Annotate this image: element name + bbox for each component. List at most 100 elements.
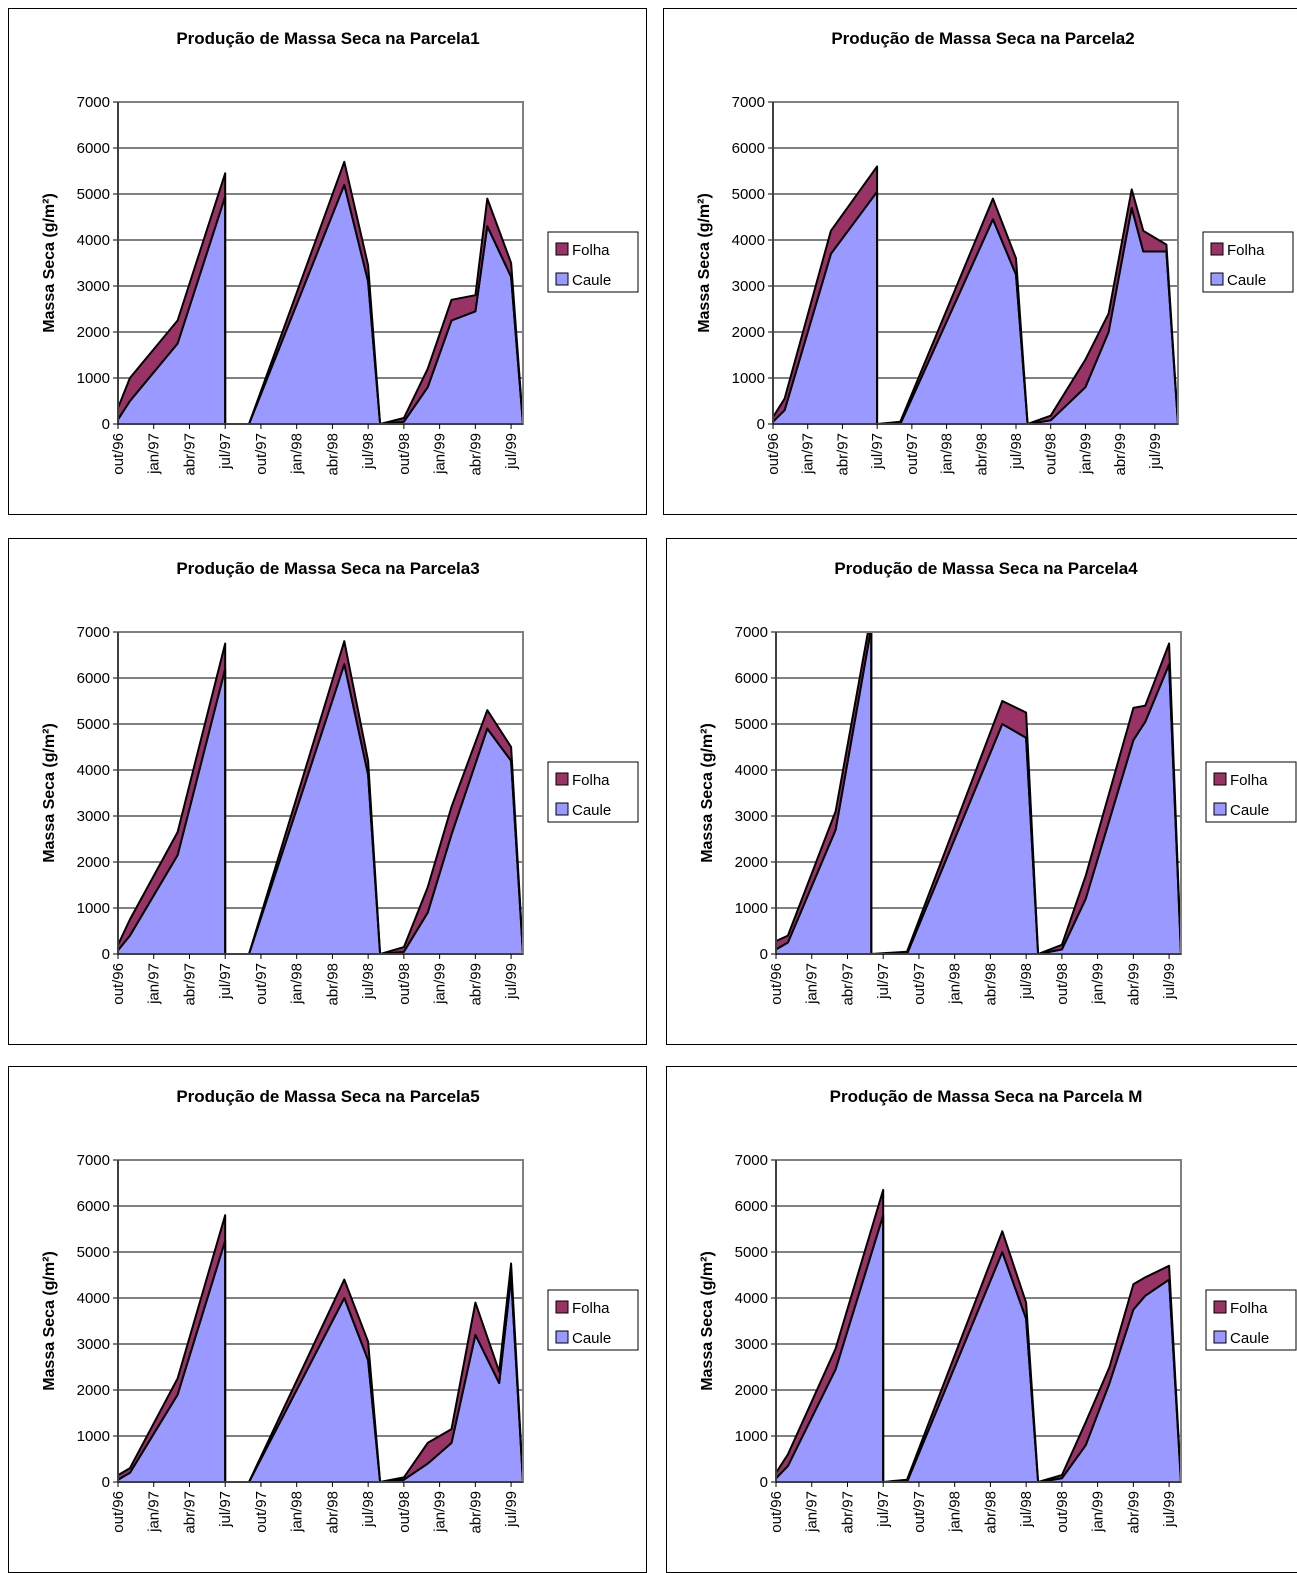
x-tick-label: abr/97 (839, 1491, 856, 1534)
legend-label: Folha (1230, 1300, 1268, 1317)
y-tick-label: 6000 (77, 670, 110, 687)
x-tick-label: jul/97 (875, 963, 892, 1000)
x-tick-label: jan/97 (804, 963, 821, 1005)
y-tick-label: 3000 (732, 278, 765, 295)
x-tick-label: out/96 (768, 1491, 785, 1533)
y-tick-label: 3000 (735, 1336, 768, 1353)
y-tick-label: 5000 (732, 186, 765, 203)
x-tick-label: out/96 (110, 963, 127, 1005)
x-tick-label: jan/97 (146, 433, 163, 475)
y-tick-label: 4000 (77, 1290, 110, 1307)
chart-panel: Produção de Massa Seca na Parcela M Massa… (666, 1066, 1297, 1573)
legend: Folha Caule (1205, 1289, 1297, 1351)
y-tick-label: 2000 (735, 1382, 768, 1399)
y-axis-label: Massa Seca (g/m²) (41, 193, 58, 333)
chart-title: Produção de Massa Seca na Parcela M (830, 1087, 1143, 1106)
y-tick-label: 3000 (77, 808, 110, 825)
x-tick-label: jan/98 (289, 433, 306, 475)
x-tick-label: out/96 (110, 433, 127, 475)
x-tick-label: jul/97 (217, 963, 234, 1000)
areas (776, 1188, 1181, 1482)
x-tick-label: jul/97 (869, 433, 886, 470)
x-tick-label: jul/98 (360, 1491, 377, 1528)
legend-label: Caule (1230, 802, 1269, 819)
y-tick-label: 2000 (77, 1382, 110, 1399)
y-tick-label: 0 (757, 416, 765, 433)
legend-swatch (1213, 1300, 1227, 1314)
x-tick-label: jan/97 (146, 963, 163, 1005)
legend-label: Caule (572, 1330, 611, 1347)
x-tick-label: abr/99 (1125, 1491, 1142, 1534)
chart-title: Produção de Massa Seca na Parcela2 (831, 29, 1134, 48)
legend-label: Folha (1230, 772, 1268, 789)
chart-panel: Produção de Massa Seca na Parcela3 Massa … (8, 538, 647, 1045)
y-tick-label: 2000 (732, 324, 765, 341)
x-tick-label: jan/97 (146, 1491, 163, 1533)
y-tick-label: 7000 (735, 624, 768, 641)
area (118, 1239, 523, 1482)
x-tick-label: abr/97 (181, 433, 198, 476)
legend-label: Caule (572, 802, 611, 819)
area (118, 640, 523, 954)
x-tick-label: jul/97 (875, 1491, 892, 1528)
legend-swatch (1213, 1330, 1227, 1344)
x-tick-label: jan/97 (800, 433, 817, 475)
x-tick-label: abr/98 (982, 963, 999, 1006)
y-axis-label: Massa Seca (g/m²) (699, 723, 716, 863)
y-tick-label: 1000 (735, 900, 768, 917)
chart-title: Produção de Massa Seca na Parcela5 (176, 1087, 479, 1106)
y-tick-label: 1000 (77, 370, 110, 387)
y-tick-label: 6000 (77, 140, 110, 157)
x-tick-label: abr/98 (324, 963, 341, 1006)
legend: Folha Caule (547, 1289, 639, 1351)
y-tick-label: 1000 (735, 1428, 768, 1445)
x-tick-label: jul/99 (503, 433, 520, 470)
y-tick-label: 6000 (732, 140, 765, 157)
x-tick-label: out/97 (253, 433, 270, 475)
x-tick-label: out/97 (253, 1491, 270, 1533)
x-tick-label: out/96 (768, 963, 785, 1005)
x-tick-label: jan/97 (804, 1491, 821, 1533)
y-tick-label: 5000 (735, 1244, 768, 1261)
legend: Folha Caule (1205, 761, 1297, 823)
y-tick-label: 1000 (77, 1428, 110, 1445)
x-tick-label: jul/99 (1147, 433, 1164, 470)
x-tick-label: out/98 (1043, 433, 1060, 475)
x-tick-label: jul/99 (503, 1491, 520, 1528)
y-tick-label: 4000 (735, 762, 768, 779)
x-tick-label: out/96 (110, 1491, 127, 1533)
legend-label: Caule (1227, 272, 1266, 289)
area (118, 183, 523, 424)
x-tick-label: out/98 (396, 1491, 413, 1533)
y-tick-label: 7000 (77, 624, 110, 641)
y-tick-label: 5000 (77, 1244, 110, 1261)
legend-label: Folha (572, 1300, 610, 1317)
x-tick-label: out/96 (765, 433, 782, 475)
x-tick-label: jul/98 (1018, 963, 1035, 1000)
legend-swatch (555, 1300, 569, 1314)
x-tick-label: out/97 (911, 1491, 928, 1533)
x-tick-label: abr/97 (181, 1491, 198, 1534)
legend-label: Caule (572, 272, 611, 289)
legend: Folha Caule (1202, 231, 1294, 293)
x-tick-label: abr/98 (324, 1491, 341, 1534)
x-tick-label: jan/99 (1090, 1491, 1107, 1533)
chart-panel: Produção de Massa Seca na Parcela2 Massa … (663, 8, 1297, 515)
y-tick-label: 1000 (732, 370, 765, 387)
chart-title: Produção de Massa Seca na Parcela1 (176, 29, 479, 48)
x-tick-label: abr/99 (1125, 963, 1142, 1006)
y-axis-label: Massa Seca (g/m²) (696, 193, 713, 333)
x-tick-label: jan/99 (1077, 433, 1094, 475)
chart-panel: Produção de Massa Seca na Parcela5 Massa … (8, 1066, 647, 1573)
y-tick-label: 6000 (735, 670, 768, 687)
area (776, 1188, 1181, 1482)
y-tick-label: 7000 (732, 94, 765, 111)
x-tick-label: jul/99 (1161, 963, 1178, 1000)
x-tick-label: out/98 (1054, 1491, 1071, 1533)
y-tick-label: 4000 (732, 232, 765, 249)
legend-swatch (1213, 802, 1227, 816)
x-tick-label: abr/99 (467, 963, 484, 1006)
x-tick-label: jan/99 (432, 433, 449, 475)
legend-swatch (555, 772, 569, 786)
legend-swatch (1210, 272, 1224, 286)
